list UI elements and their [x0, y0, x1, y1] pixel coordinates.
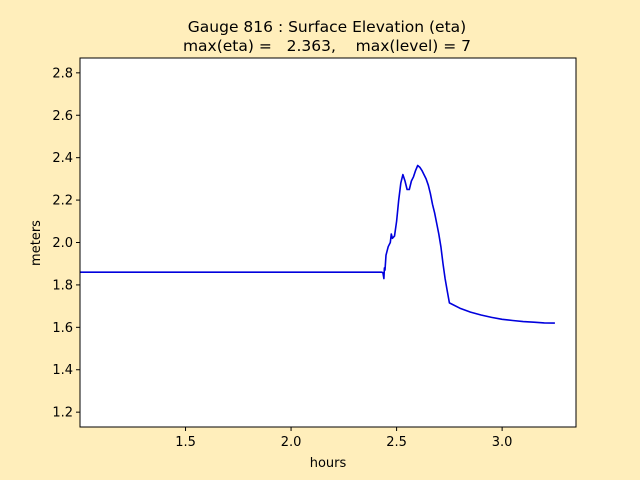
plot-area [80, 58, 576, 427]
y-axis-label: meters [29, 220, 44, 266]
y-tick-label: 1.4 [52, 363, 73, 378]
x-tick-label: 3.0 [492, 435, 513, 450]
x-tick-label: 2.0 [281, 435, 302, 450]
y-tick-label: 1.8 [52, 278, 73, 293]
y-tick-label: 2.8 [52, 66, 73, 81]
y-tick-label: 2.2 [52, 194, 73, 209]
x-tick-label: 2.5 [386, 435, 407, 450]
y-tick-label: 1.2 [52, 406, 73, 421]
y-tick-label: 2.0 [52, 236, 73, 251]
y-tick-label: 2.6 [52, 109, 73, 124]
y-axis-ticks: 1.2 1.4 1.6 1.8 2.0 2.2 2.4 2.6 2.8 [52, 66, 80, 421]
chart-title-line-2: max(eta) = 2.363, max(level) = 7 [183, 37, 471, 55]
plot-frame [79, 57, 577, 428]
x-axis-label: hours [310, 456, 347, 471]
x-tick-label: 1.5 [175, 435, 196, 450]
series-line-eta [80, 164, 555, 324]
x-axis-ticks: 1.5 2.0 2.5 3.0 [175, 427, 512, 450]
y-tick-label: 2.4 [52, 151, 73, 166]
y-tick-label: 1.6 [52, 321, 73, 336]
chart-title-line-1: Gauge 816 : Surface Elevation (eta) [188, 18, 466, 36]
